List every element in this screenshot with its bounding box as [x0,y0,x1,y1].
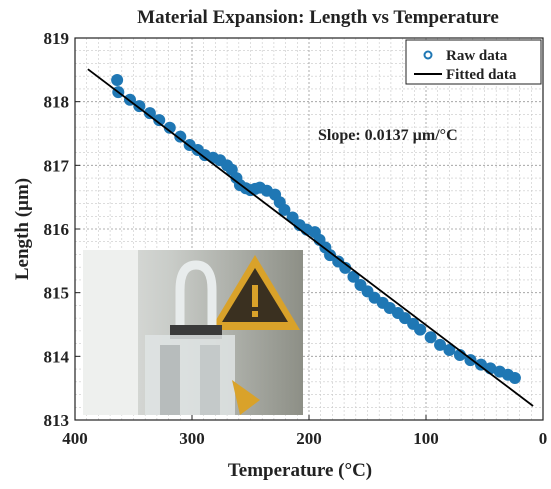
data-point [111,74,124,87]
data-point [153,114,166,127]
data-point [474,358,487,371]
fitted-line [87,68,534,407]
y-tick-label: 817 [44,156,70,175]
data-point [163,121,176,134]
x-axis-label: Temperature (°C) [228,460,372,481]
legend-label: Raw data [446,48,508,64]
y-tick-label: 813 [44,411,70,430]
x-tick-label: 0 [539,429,548,448]
data-point [174,130,187,143]
y-tick-label: 814 [44,347,70,366]
data-point [414,323,427,336]
annotation: Slope: 0.0137 µm/°C [318,127,458,144]
x-tick-label: 300 [179,429,205,448]
y-tick-label: 815 [44,284,70,303]
x-tick-label: 400 [62,429,88,448]
inset-photo [83,250,303,415]
x-tick-label: 100 [413,429,439,448]
marks [87,68,534,407]
data-point [339,261,352,274]
y-tick-label: 819 [44,29,70,48]
data-point [133,100,146,113]
data-point [508,371,521,384]
data-point [424,331,437,344]
legend-label: Fitted data [446,67,517,83]
data-point [278,203,291,216]
data-point [324,249,337,262]
data-point [347,270,360,283]
legend: Raw data Fitted data [405,39,542,85]
data-point [286,211,299,224]
data-point [443,343,456,356]
data-point [143,107,156,120]
legend-marker [423,50,433,60]
y-tick-label: 818 [44,93,70,112]
data-point [434,338,447,351]
chart-title: Material Expansion: Length vs Temperatur… [137,7,499,28]
axes: 400 300 200 100 0 813 814 815 816 817 818 819 [44,29,548,448]
y-tick-label: 816 [44,220,70,239]
y-axis-label: Length (µm) [12,178,33,280]
x-tick-label: 200 [296,429,322,448]
